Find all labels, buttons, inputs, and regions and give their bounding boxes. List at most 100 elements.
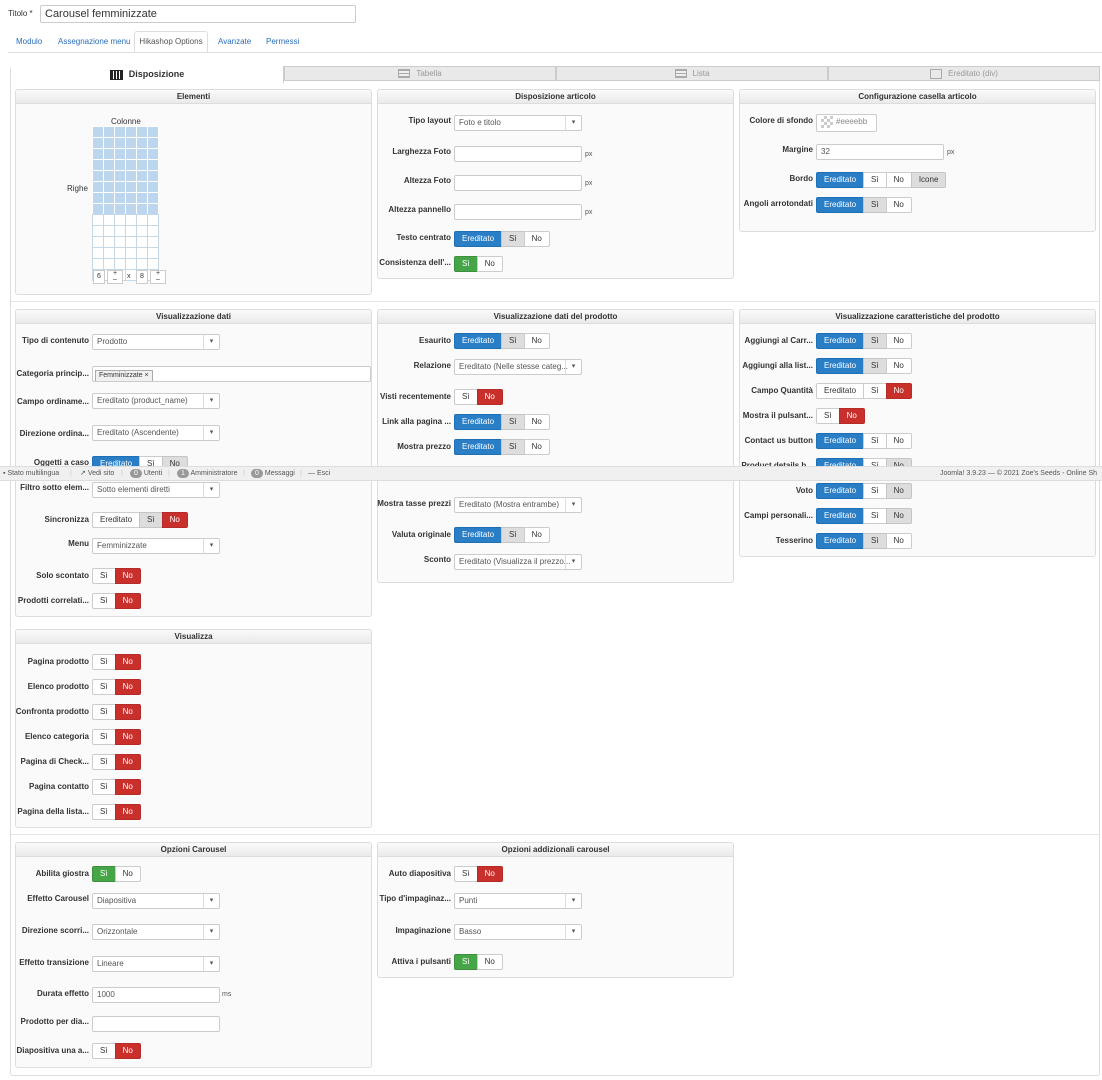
aggiungi-lista-toggle[interactable]: Ereditato Sì No <box>816 358 912 374</box>
categoria-input[interactable]: Femminizzate × <box>92 366 371 382</box>
opt-si[interactable]: Sì <box>92 568 116 584</box>
opt-no[interactable]: No <box>885 383 912 399</box>
opt-ereditato[interactable]: Ereditato <box>454 333 503 349</box>
opt-ereditato[interactable]: Ereditato <box>816 358 865 374</box>
opt-ereditato[interactable]: Ereditato <box>816 483 865 499</box>
visualizza-item-toggle[interactable]: Sì No <box>92 654 141 670</box>
opt-si[interactable]: Sì <box>816 408 840 424</box>
opt-ereditato[interactable]: Ereditato <box>816 172 865 188</box>
opt-no[interactable]: No <box>114 866 141 882</box>
opt-si[interactable]: Sì <box>92 704 116 720</box>
layout-tab-disposizione[interactable]: Disposizione <box>11 66 284 83</box>
layout-tab-tabella[interactable]: Tabella <box>284 66 556 81</box>
opt-si[interactable]: Sì <box>92 729 116 745</box>
opt-ereditato[interactable]: Ereditato <box>816 197 865 213</box>
opt-ereditato[interactable]: Ereditato <box>816 383 865 399</box>
opt-no[interactable]: No <box>523 527 550 543</box>
tab-permessi[interactable]: Permessi <box>266 37 300 46</box>
opt-no[interactable]: No <box>161 512 188 528</box>
opt-si[interactable]: Sì <box>863 197 887 213</box>
margine-input[interactable]: 32 <box>816 144 944 160</box>
opt-no[interactable]: No <box>114 754 141 770</box>
opt-no[interactable]: No <box>885 358 912 374</box>
tab-hikashop-options[interactable]: Hikashop Options <box>134 31 208 53</box>
tipo-layout-select[interactable]: Foto e titolo ▾ <box>454 115 582 131</box>
opt-no[interactable]: No <box>476 866 503 882</box>
solo-scontato-toggle[interactable]: Sì No <box>92 568 141 584</box>
tesserino-toggle[interactable]: Ereditato Sì No <box>816 533 912 549</box>
opt-si[interactable]: Sì <box>454 389 478 405</box>
sconto-select[interactable]: Ereditato (Visualizza il prezzo... ▾ <box>454 554 582 570</box>
auto-toggle[interactable]: Sì No <box>454 866 503 882</box>
opt-no[interactable]: No <box>523 414 550 430</box>
larghezza-foto-input[interactable] <box>454 146 582 162</box>
aggiungi-carrello-toggle[interactable]: Ereditato Sì No <box>816 333 912 349</box>
cols-stepper[interactable]: + – <box>107 270 123 284</box>
relazione-select[interactable]: Ereditato (Nelle stesse categ... ▾ <box>454 359 582 375</box>
altezza-foto-input[interactable] <box>454 175 582 191</box>
opt-no[interactable]: No <box>114 679 141 695</box>
altezza-pannello-input[interactable] <box>454 204 582 220</box>
colore-input[interactable]: #eeeebb <box>816 114 877 132</box>
opt-no[interactable]: No <box>114 1043 141 1059</box>
esaurito-toggle[interactable]: Ereditato Sì No <box>454 333 550 349</box>
opt-ereditato[interactable]: Ereditato <box>454 231 503 247</box>
valuta-toggle[interactable]: Ereditato Sì No <box>454 527 550 543</box>
title-input[interactable]: Carousel femminizzate <box>40 5 356 23</box>
layout-tab-lista[interactable]: Lista <box>556 66 828 81</box>
opt-no[interactable]: No <box>114 704 141 720</box>
layout-tab-ereditato[interactable]: Ereditato (div) <box>828 66 1100 81</box>
opt-no[interactable]: No <box>885 483 912 499</box>
campo-quantita-toggle[interactable]: Ereditato Sì No <box>816 383 912 399</box>
durata-input[interactable]: 1000 <box>92 987 220 1003</box>
campo-ordinamento-select[interactable]: Ereditato (product_name) ▾ <box>92 393 220 409</box>
rows-stepper[interactable]: + – <box>150 270 166 284</box>
opt-no[interactable]: No <box>885 333 912 349</box>
opt-no[interactable]: No <box>114 568 141 584</box>
bordo-toggle[interactable]: Ereditato Sì No Icone <box>816 172 947 188</box>
angoli-toggle[interactable]: Ereditato Sì No <box>816 197 912 213</box>
filtro-select[interactable]: Sotto elementi diretti ▾ <box>92 482 220 498</box>
opt-si[interactable]: Sì <box>863 383 887 399</box>
opt-si[interactable]: Sì <box>863 433 887 449</box>
tipo-impag-select[interactable]: Punti ▾ <box>454 893 582 909</box>
opt-ereditato[interactable]: Ereditato <box>816 433 865 449</box>
opt-no[interactable]: No <box>885 533 912 549</box>
visualizza-item-toggle[interactable]: Sì No <box>92 704 141 720</box>
prodotti-correlati-toggle[interactable]: Sì No <box>92 593 141 609</box>
opt-si[interactable]: Sì <box>92 866 116 882</box>
opt-no[interactable]: No <box>885 172 912 188</box>
opt-no[interactable]: No <box>476 954 503 970</box>
opt-ereditato[interactable]: Ereditato <box>816 533 865 549</box>
opt-si[interactable]: Sì <box>501 231 525 247</box>
opt-no[interactable]: No <box>885 433 912 449</box>
opt-no[interactable]: No <box>885 508 912 524</box>
testo-centrato-toggle[interactable]: Ereditato Sì No <box>454 231 550 247</box>
tipo-contenuto-select[interactable]: Prodotto ▾ <box>92 334 220 350</box>
direzione-select[interactable]: Orizzontale ▾ <box>92 924 220 940</box>
impaginazione-select[interactable]: Basso ▾ <box>454 924 582 940</box>
opt-no[interactable]: No <box>114 654 141 670</box>
effetto-select[interactable]: Diapositiva ▾ <box>92 893 220 909</box>
opt-ereditato[interactable]: Ereditato <box>454 439 503 455</box>
attiva-toggle[interactable]: Sì No <box>454 954 503 970</box>
opt-si[interactable]: Sì <box>92 679 116 695</box>
opt-si[interactable]: Sì <box>92 654 116 670</box>
opt-no[interactable]: No <box>476 256 503 272</box>
messaggi-link[interactable]: 0 Messaggi <box>251 467 295 480</box>
cols-input[interactable]: 6 <box>93 270 105 284</box>
consistenza-toggle[interactable]: Sì No <box>454 256 503 272</box>
mostra-tasse-select[interactable]: Ereditato (Mostra entrambe) ▾ <box>454 497 582 513</box>
opt-si[interactable]: Sì <box>863 508 887 524</box>
campi-personali-toggle[interactable]: Ereditato Sì No <box>816 508 912 524</box>
opt-si[interactable]: Sì <box>863 172 887 188</box>
opt-si[interactable]: Sì <box>863 358 887 374</box>
layout-grid[interactable] <box>92 126 159 281</box>
mostra-prezzo-toggle[interactable]: Ereditato Sì No <box>454 439 550 455</box>
opt-si[interactable]: Sì <box>92 804 116 820</box>
opt-si[interactable]: Sì <box>454 866 478 882</box>
tab-avanzate[interactable]: Avanzate <box>218 37 252 46</box>
voto-toggle[interactable]: Ereditato Sì No <box>816 483 912 499</box>
visualizza-item-toggle[interactable]: Sì No <box>92 754 141 770</box>
opt-si[interactable]: Sì <box>863 483 887 499</box>
